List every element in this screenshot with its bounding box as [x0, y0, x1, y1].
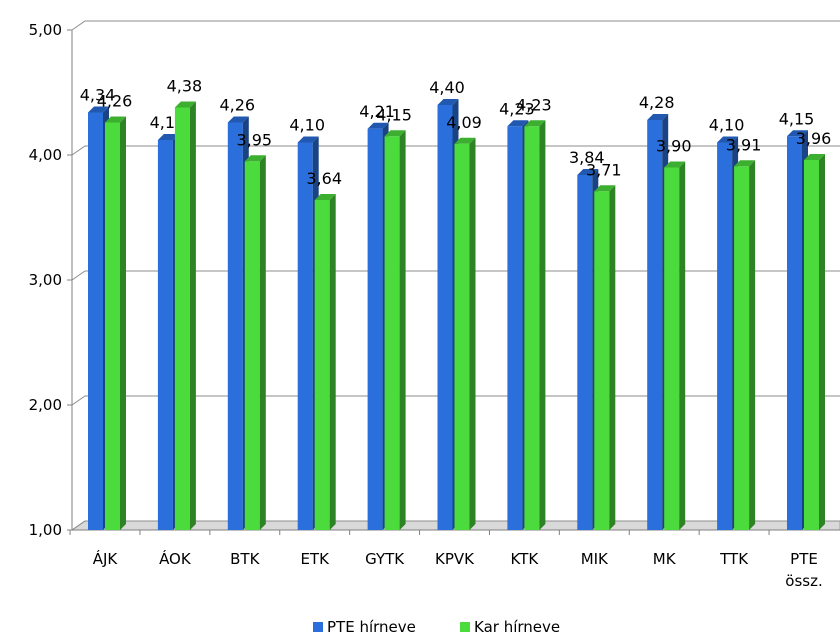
legend-label: Kar hírneve [474, 618, 560, 636]
value-label: 4,26 [219, 96, 255, 115]
grid-line [71, 145, 840, 156]
x-tick-label: ÁJK [92, 550, 118, 568]
bar [524, 120, 546, 530]
value-label: 3,91 [726, 135, 762, 154]
x-tick-label: MIK [580, 550, 608, 568]
bar [454, 137, 476, 530]
bar [174, 101, 196, 530]
value-label: 4,26 [97, 92, 133, 111]
x-tick-label: ETK [300, 550, 329, 568]
value-label: 3,71 [586, 160, 622, 179]
y-tick-label: 1,00 [29, 521, 62, 539]
bar [105, 116, 126, 530]
x-tick-label: TTK [720, 550, 749, 568]
bar [314, 194, 336, 530]
value-label: 4,38 [167, 77, 203, 96]
x-tick-label: GYTK [365, 550, 405, 568]
legend-swatch [313, 622, 323, 632]
value-label: 4,21 [359, 102, 395, 121]
bar [384, 130, 406, 530]
value-label: 4,28 [639, 93, 675, 112]
y-tick-label: 2,00 [29, 396, 62, 414]
bar [594, 185, 616, 530]
legend-label: PTE hírneve [327, 618, 416, 636]
value-label: 3,90 [656, 137, 692, 156]
value-label: 4,10 [709, 116, 745, 135]
y-tick-label: 5,00 [29, 21, 62, 39]
value-label: 3,95 [236, 130, 272, 149]
y-tick-label: 4,00 [29, 146, 62, 164]
value-label: 4,15 [779, 109, 815, 128]
y-tick-label: 3,00 [29, 271, 62, 289]
bar [734, 160, 756, 530]
value-label: 3,84 [569, 148, 605, 167]
value-label: 4,09 [446, 113, 482, 132]
value-label: 4,15 [376, 105, 412, 124]
grid-line [71, 20, 840, 31]
value-label: 4,23 [516, 95, 552, 114]
legend-swatch [460, 622, 470, 632]
value-label: 4,10 [289, 116, 325, 135]
bar [804, 154, 825, 530]
x-tick-label: KTK [510, 550, 539, 568]
bar [664, 161, 686, 530]
x-tick-label: KPVK [435, 550, 474, 568]
x-tick-label: MK [652, 550, 676, 568]
value-label: 4,23 [499, 99, 535, 118]
bar [244, 155, 266, 530]
x-tick-label: ÁOK [159, 550, 191, 568]
value-label: 4,34 [80, 86, 116, 105]
x-tick-label: PTE össz. [785, 550, 823, 590]
value-label: 4,40 [429, 78, 465, 97]
value-label: 3,96 [796, 129, 832, 148]
x-tick-label: BTK [230, 550, 260, 568]
value-label: 3,64 [306, 169, 342, 188]
